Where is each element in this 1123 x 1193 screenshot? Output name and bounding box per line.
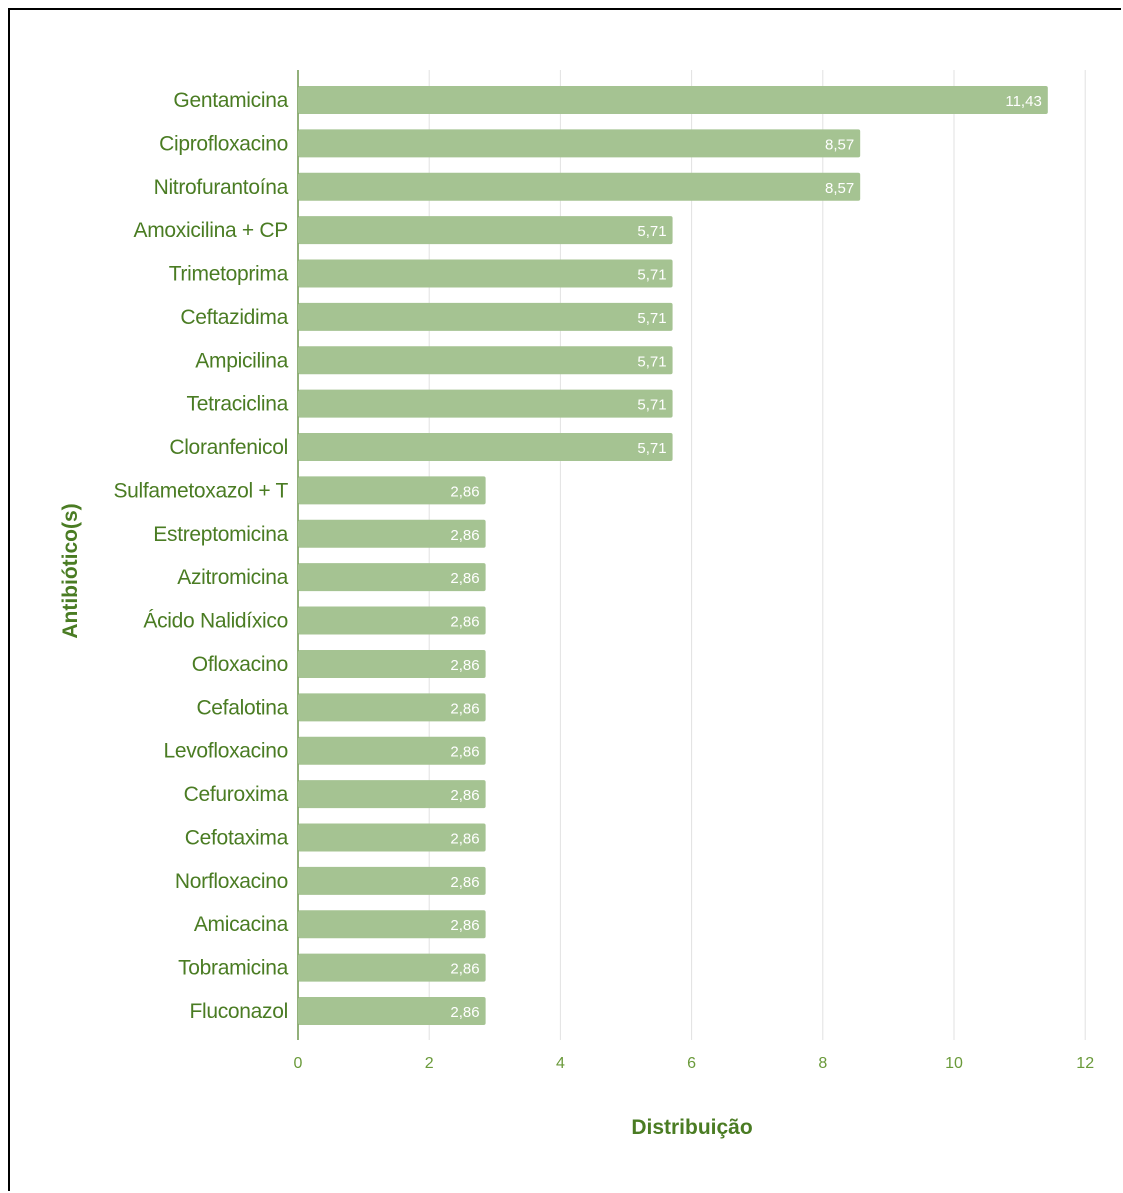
x-tick-labels: 0 2 4 6 8 10 12 [294, 1055, 1095, 1072]
category-label: Cefotaxima [185, 826, 289, 849]
value-label: 8,57 [825, 136, 854, 153]
bar [298, 519, 486, 548]
x-tick-label: 0 [294, 1055, 303, 1072]
bar [298, 216, 673, 245]
category-label: Cefalotina [196, 696, 288, 719]
value-label: 5,71 [637, 397, 666, 414]
category-label: Ciprofloxacino [159, 132, 288, 155]
category-label: Ofloxacino [192, 653, 288, 676]
x-axis-title: Distribuição [631, 1116, 752, 1139]
bar [298, 866, 486, 895]
chart-frame [8, 8, 1121, 1191]
value-label: 5,71 [637, 353, 666, 370]
value-label: 11,43 [1005, 93, 1041, 110]
category-label: Cefuroxima [184, 783, 289, 806]
category-label: Levofloxacino [163, 740, 288, 763]
bar [298, 693, 486, 722]
category-label: Tetraciclina [187, 393, 289, 416]
bar [298, 736, 486, 765]
bar [298, 302, 673, 331]
bar [298, 823, 486, 852]
value-label: 2,86 [450, 1004, 479, 1021]
value-label: 2,86 [450, 787, 479, 804]
bar [298, 649, 486, 678]
bar [298, 259, 673, 288]
category-label: Gentamicina [173, 89, 288, 112]
value-label: 5,71 [637, 223, 666, 240]
bar [298, 953, 486, 982]
value-label: 2,86 [450, 830, 479, 847]
bars [298, 86, 1048, 1025]
bar [298, 346, 673, 375]
bar [298, 996, 486, 1025]
value-label: 2,86 [450, 874, 479, 891]
category-label: Fluconazol [189, 1000, 288, 1023]
x-tick-label: 2 [425, 1055, 434, 1072]
bar [298, 389, 673, 418]
bar [298, 476, 486, 505]
value-label: 2,86 [450, 657, 479, 674]
x-tick-label: 10 [945, 1055, 963, 1072]
value-label: 2,86 [450, 483, 479, 500]
category-label: Tobramicina [178, 957, 289, 980]
value-label: 2,86 [450, 744, 479, 761]
category-label: Cloranfenicol [169, 436, 288, 459]
value-labels: 11,43 8,57 8,57 5,71 5,71 5,71 5,71 5,71 5,71 2,8… [450, 93, 1041, 1021]
value-label: 2,86 [450, 527, 479, 544]
bar [298, 433, 673, 462]
category-label: Norfloxacino [175, 870, 288, 893]
bar [298, 910, 486, 939]
bar [298, 563, 486, 592]
x-tick-label: 4 [556, 1055, 565, 1072]
value-label: 2,86 [450, 570, 479, 587]
category-label: Amoxicilina + CP [133, 219, 288, 242]
bar [298, 86, 1048, 114]
value-label: 8,57 [825, 180, 854, 197]
x-tick-label: 6 [687, 1055, 696, 1072]
category-label: Trimetoprima [169, 263, 289, 286]
bar [298, 606, 486, 635]
bar [298, 780, 486, 809]
category-label: Nitrofurantoína [154, 176, 289, 199]
value-label: 5,71 [637, 310, 666, 327]
x-tick-label: 8 [818, 1055, 827, 1072]
bar [298, 129, 861, 158]
category-label: Sulfametoxazol + T [113, 479, 288, 502]
value-label: 5,71 [637, 440, 666, 457]
category-label: Ácido Nalidíxico [143, 610, 288, 633]
value-label: 2,86 [450, 961, 479, 978]
category-label: Azitromicina [177, 566, 288, 589]
category-label: Estreptomicina [153, 523, 288, 546]
y-axis-title: Antibiótico(s) [59, 503, 82, 638]
category-label: Ampicilina [195, 349, 288, 372]
category-label: Amicacina [194, 913, 289, 936]
x-tick-label: 12 [1076, 1055, 1094, 1072]
bar [298, 172, 861, 201]
value-label: 2,86 [450, 700, 479, 717]
category-label: Ceftazidima [180, 306, 288, 329]
value-label: 2,86 [450, 917, 479, 934]
value-label: 5,71 [637, 267, 666, 284]
category-labels: Gentamicina Ciprofloxacino Nitrofurantoína… [113, 89, 288, 1023]
value-label: 2,86 [450, 614, 479, 631]
